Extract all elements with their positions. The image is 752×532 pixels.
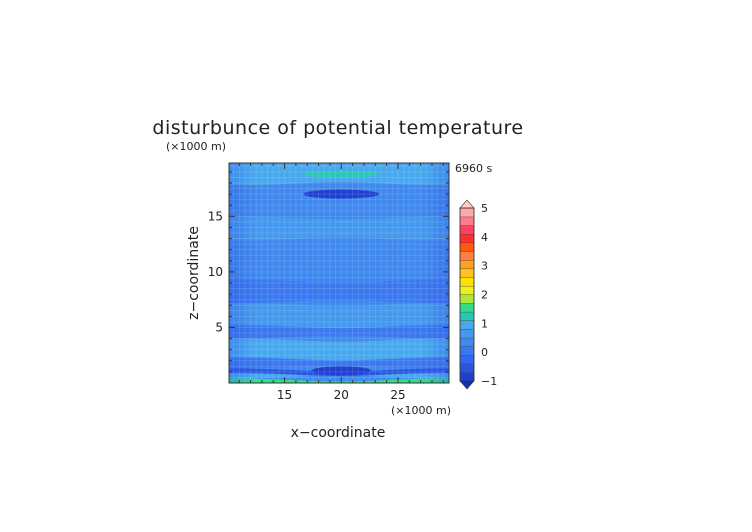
colorbar-tick-label: 1 [481,317,488,330]
colorbar-swatch [459,346,475,356]
colorbar-swatch [459,285,475,296]
colorbar-swatch [459,251,475,261]
x-tick-label: 20 [334,388,349,402]
y-axis-label: z−coordinate [186,226,202,320]
colorbar-extend-min [459,380,475,390]
colorbar-swatch [459,311,475,321]
y-tick-label: 5 [215,320,223,334]
x-tick-label: 25 [390,388,405,402]
y-tick-label: 15 [208,209,223,223]
x-tick-label: 15 [277,388,292,402]
x-unit-label: (×1000 m) [391,404,451,417]
colorbar-tick-label: 4 [481,231,488,244]
plot-frame [228,162,450,384]
colorbar-swatch [459,277,475,287]
colorbar-swatch [459,363,475,373]
colorbar-swatch [459,225,475,235]
z-unit-label: (×1000 m) [166,140,226,153]
colorbar-swatch [459,328,475,339]
colorbar-swatch [459,337,475,347]
colorbar-swatch [459,320,475,330]
colorbar-swatch [459,259,475,270]
colorbar-tick-label: 5 [481,202,488,215]
y-tick-label: 10 [208,265,223,279]
colorbar: 5 4 3 2 1 0 −1 [459,199,497,390]
colorbar-swatch [459,302,475,313]
colorbar-swatch [459,242,475,252]
field-maximum [303,170,380,178]
colorbar-frame [459,207,475,382]
colorbar-tick-label: 3 [481,260,488,273]
colorbar-swatch [459,354,475,365]
colorbar-tick-label: −1 [481,375,497,388]
grid [229,163,449,383]
x-axis-label: x−coordinate [291,425,386,441]
colorbar-tick-label: 2 [481,289,488,302]
plot-area: 15 20 25 5 10 15 [208,162,450,402]
colorbar-swatch [459,233,475,244]
colorbar-extend-max [459,199,475,209]
field-minimum [311,366,372,376]
colorbar-swatch [459,372,475,382]
time-label: 6960 s [455,162,492,175]
colorbar-swatch [459,207,475,218]
edge-shading [229,163,449,383]
field-minimum [303,189,380,199]
chart-title: disturbunce of potential temperature [152,117,523,139]
colorbar-swatch [459,294,475,304]
colorbar-swatch [459,268,475,278]
colorbar-swatch [459,216,475,226]
colorbar-tick-label: 0 [481,346,488,359]
